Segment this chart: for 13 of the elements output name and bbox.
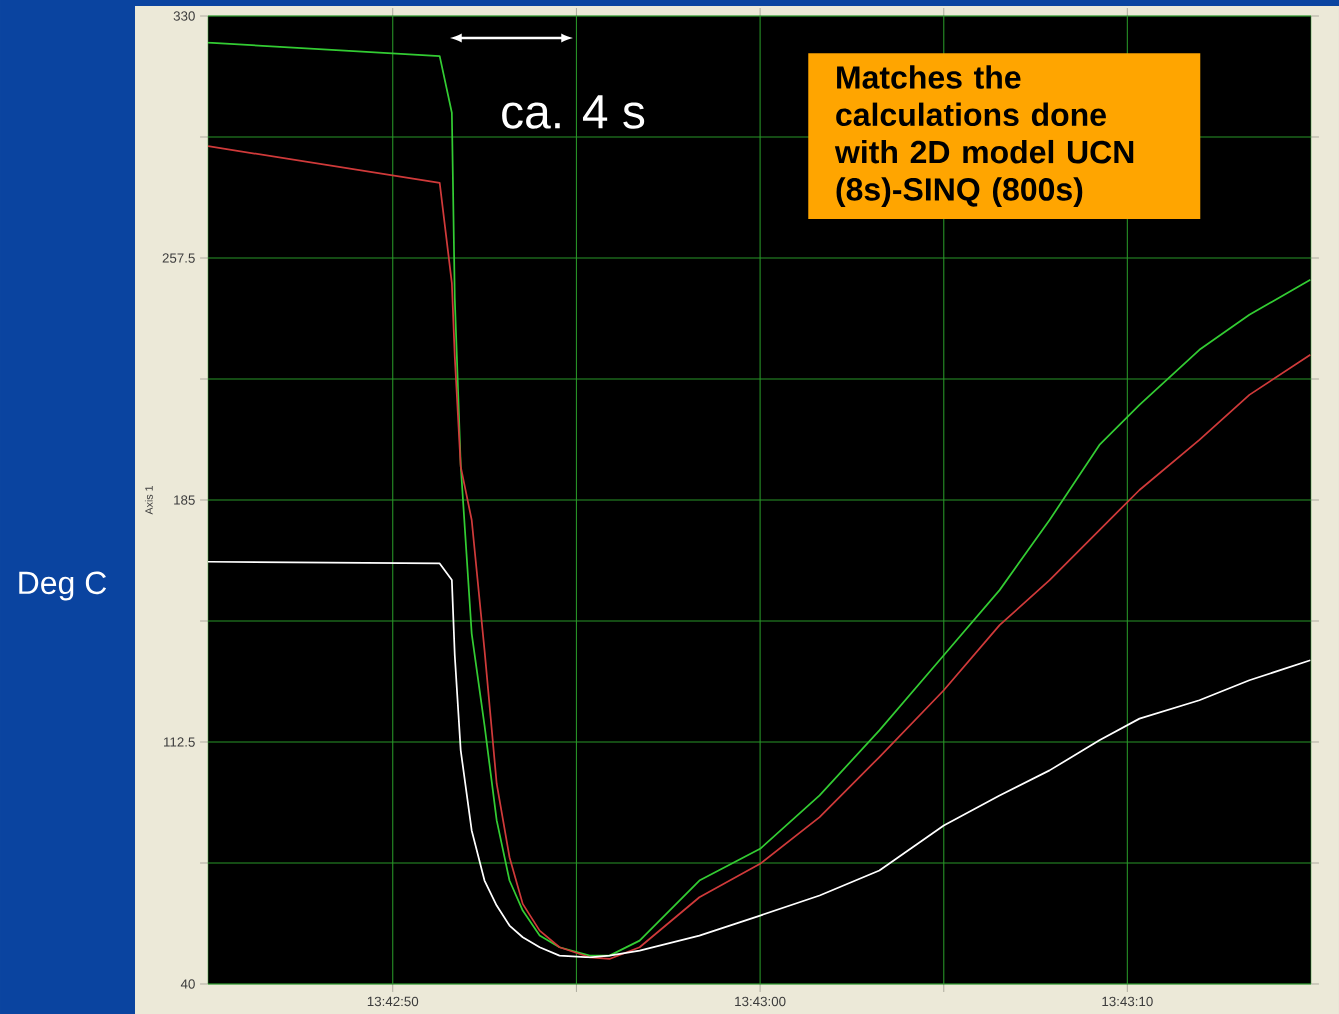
text: Deg C xyxy=(19,571,107,601)
y-tick-label: 330 xyxy=(173,11,195,21)
y-axis-title: Axis 1 xyxy=(144,486,153,515)
x-tick-label: 13:42:50 xyxy=(367,996,419,1007)
y-tick-label: 185 xyxy=(174,495,195,505)
y-tick-label: 40 xyxy=(180,979,195,989)
line-series xyxy=(208,560,1312,959)
x-tick-label: 13:43:00 xyxy=(735,996,786,1007)
x-tick-label: 13:43:10 xyxy=(1102,996,1153,1007)
y-tick-label: 112.5 xyxy=(164,737,195,747)
annotation: ca. 4 s xyxy=(502,95,645,129)
y-tick-label: 257.5 xyxy=(162,253,195,263)
annotation: Matches the calculations done with 2D model UCN (8s)-SINQ (800s) xyxy=(834,65,1134,208)
